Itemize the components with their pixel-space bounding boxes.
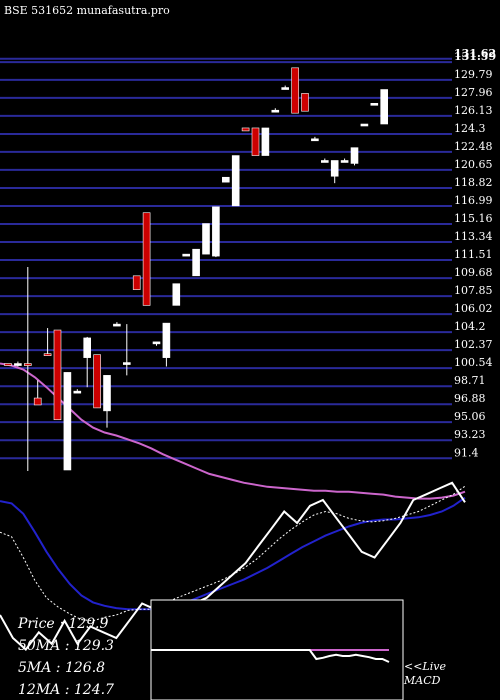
oscillator-panel xyxy=(0,481,466,651)
info-12ma: 12MA : 124.7 xyxy=(18,682,114,698)
candle-body xyxy=(202,223,210,255)
y-tick-label: 98.71 xyxy=(454,374,486,387)
macd-panel xyxy=(150,599,404,700)
candle-body xyxy=(73,390,82,394)
candle-body xyxy=(340,160,349,163)
candle-body xyxy=(83,337,91,358)
candle-body xyxy=(4,363,12,366)
candle-body xyxy=(212,206,220,257)
candles xyxy=(4,67,389,471)
candle-body xyxy=(14,363,22,366)
candle-body xyxy=(231,155,240,207)
price-grid xyxy=(0,57,452,460)
candle-body xyxy=(162,322,171,358)
y-tick-label: 113.34 xyxy=(454,230,493,243)
info-price: Price : 129.9 xyxy=(17,616,109,632)
y-tick-label: 102.37 xyxy=(454,338,493,351)
candle-body xyxy=(330,160,339,177)
y-tick-label: 107.85 xyxy=(454,284,493,297)
candle-body xyxy=(261,127,270,156)
info-box: Price : 129.9 50MA : 129.3 5MA : 126.8 1… xyxy=(17,616,114,698)
y-tick-label: 91.4 xyxy=(454,446,479,459)
candle-body xyxy=(320,160,329,163)
macd-label-live: <<Live xyxy=(404,660,446,673)
candle-body xyxy=(370,103,379,106)
candle-body xyxy=(281,87,290,90)
candle-body xyxy=(380,89,389,125)
candle-body xyxy=(33,397,42,406)
y-tick-label: 111.51 xyxy=(454,248,493,261)
candle-body xyxy=(360,123,369,127)
oscillator-blue-line xyxy=(0,496,466,611)
y-tick-label: 124.3 xyxy=(454,122,486,135)
macd-label-macd: MACD xyxy=(403,674,441,687)
y-tick-label: 104.2 xyxy=(454,320,486,333)
chart-title: BSE 531652 munafasutra.pro xyxy=(4,4,170,17)
candle-body xyxy=(132,275,141,290)
y-tick-label: 118.82 xyxy=(454,176,493,189)
candle-body xyxy=(152,341,161,345)
y-tick-label: 109.68 xyxy=(454,266,493,279)
y-tick-label: 106.02 xyxy=(454,302,493,315)
candle-body xyxy=(291,67,299,114)
candle-body xyxy=(113,323,121,327)
y-tick-label: 131.62 xyxy=(454,47,496,60)
candle-body xyxy=(350,147,359,164)
info-50ma: 50MA : 129.3 xyxy=(18,638,114,654)
candle-body xyxy=(93,354,101,409)
y-tick-label: 100.54 xyxy=(454,356,493,369)
candle-body xyxy=(103,375,111,412)
candle-body xyxy=(311,138,319,142)
y-tick-label: 120.65 xyxy=(454,158,493,171)
y-tick-label: 115.16 xyxy=(454,212,493,225)
y-tick-label: 122.48 xyxy=(454,140,493,153)
candle-body xyxy=(251,127,260,156)
candle-body xyxy=(63,372,72,471)
candle-body xyxy=(142,212,151,306)
candle-body xyxy=(123,362,131,365)
oscillator-white-line xyxy=(0,481,466,651)
candle-body xyxy=(182,253,190,257)
y-tick-label: 116.99 xyxy=(454,194,493,207)
candle-body xyxy=(301,93,309,112)
macd-line xyxy=(151,649,390,663)
y-tick-label: 96.88 xyxy=(454,392,486,405)
candle-body xyxy=(271,109,280,113)
candle-body xyxy=(192,248,200,277)
y-tick-label: 93.23 xyxy=(454,428,486,441)
candle-body xyxy=(241,127,250,132)
y-tick-label: 131.59 xyxy=(454,50,496,63)
y-tick-label: 129.79 xyxy=(454,68,493,81)
y-tick-label: 127.96 xyxy=(454,86,493,99)
info-5ma: 5MA : 126.8 xyxy=(18,660,105,676)
y-tick-label: 126.13 xyxy=(454,104,493,117)
ma-long-line xyxy=(0,362,466,500)
candle-body xyxy=(172,283,181,306)
candle-body xyxy=(53,329,62,421)
candle-body xyxy=(23,363,32,366)
candle-body xyxy=(222,176,230,183)
y-tick-label: 95.06 xyxy=(454,410,486,423)
candle-body xyxy=(43,353,52,356)
long-moving-average xyxy=(0,362,466,500)
